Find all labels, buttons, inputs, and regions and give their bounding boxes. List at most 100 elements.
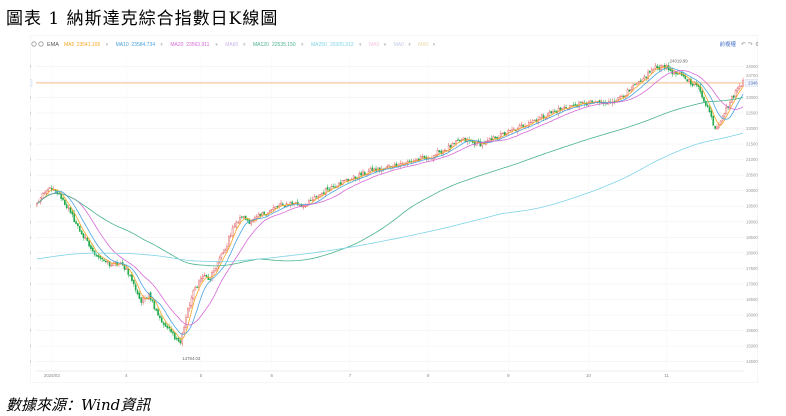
candle[interactable] bbox=[103, 259, 105, 262]
candle[interactable] bbox=[233, 223, 236, 228]
candle[interactable] bbox=[160, 315, 163, 323]
candle[interactable] bbox=[533, 119, 536, 122]
candle[interactable] bbox=[162, 321, 165, 328]
candle[interactable] bbox=[708, 104, 711, 114]
candle[interactable] bbox=[323, 189, 325, 195]
candle[interactable] bbox=[244, 215, 247, 221]
legend-item[interactable]: MA120 22535.150 ▾ bbox=[253, 42, 304, 48]
candle[interactable] bbox=[652, 68, 655, 72]
candle[interactable] bbox=[65, 201, 68, 210]
candle[interactable] bbox=[321, 192, 323, 198]
candle[interactable] bbox=[345, 178, 348, 182]
candle[interactable] bbox=[43, 191, 46, 196]
candle[interactable] bbox=[49, 187, 51, 189]
candle[interactable] bbox=[159, 313, 161, 321]
candle[interactable] bbox=[278, 203, 280, 209]
legend-item[interactable]: MA60 ▾ bbox=[225, 42, 246, 48]
candle[interactable] bbox=[229, 232, 232, 239]
candle[interactable] bbox=[732, 94, 735, 100]
candle[interactable] bbox=[75, 219, 77, 225]
candle[interactable] bbox=[438, 150, 441, 154]
candle[interactable] bbox=[127, 267, 130, 278]
candle[interactable] bbox=[194, 285, 197, 291]
candle[interactable] bbox=[457, 137, 459, 142]
adjust-mode-label[interactable]: 前複權 bbox=[719, 40, 736, 48]
candle[interactable] bbox=[552, 108, 554, 114]
candle[interactable] bbox=[311, 196, 314, 202]
candle[interactable] bbox=[511, 126, 513, 134]
candle[interactable] bbox=[90, 243, 92, 252]
candle[interactable] bbox=[529, 119, 532, 124]
candle[interactable] bbox=[187, 307, 189, 318]
candle[interactable] bbox=[453, 142, 456, 145]
legend-item[interactable]: MA0 ▾ bbox=[418, 42, 436, 48]
candle[interactable] bbox=[541, 113, 543, 121]
candle[interactable] bbox=[380, 165, 383, 175]
candle[interactable] bbox=[503, 131, 506, 136]
candle[interactable] bbox=[213, 267, 215, 276]
candle[interactable] bbox=[140, 296, 143, 306]
candle[interactable] bbox=[242, 215, 245, 219]
candle[interactable] bbox=[175, 336, 178, 341]
candle[interactable] bbox=[82, 232, 85, 241]
candle[interactable] bbox=[188, 301, 191, 312]
candle[interactable] bbox=[241, 216, 243, 219]
candle[interactable] bbox=[444, 148, 446, 154]
candle[interactable] bbox=[360, 170, 362, 179]
candle[interactable] bbox=[231, 224, 234, 239]
settings-icon[interactable]: ⚙ bbox=[755, 41, 758, 48]
candle[interactable] bbox=[416, 158, 418, 161]
candle[interactable] bbox=[574, 101, 577, 106]
candle[interactable] bbox=[235, 220, 238, 229]
candle[interactable] bbox=[101, 257, 103, 263]
candle[interactable] bbox=[628, 88, 631, 93]
candle[interactable] bbox=[146, 296, 148, 299]
candle[interactable] bbox=[645, 76, 648, 82]
candle[interactable] bbox=[257, 212, 260, 217]
candle[interactable] bbox=[110, 263, 113, 267]
zoom-out-icon[interactable] bbox=[38, 41, 44, 47]
candle[interactable] bbox=[201, 273, 204, 283]
candle[interactable] bbox=[691, 83, 694, 88]
candle[interactable] bbox=[64, 198, 66, 206]
candle[interactable] bbox=[203, 272, 206, 277]
candle[interactable] bbox=[78, 225, 81, 232]
candle[interactable] bbox=[520, 121, 523, 129]
candle[interactable] bbox=[559, 106, 562, 113]
candle[interactable] bbox=[185, 314, 187, 330]
candle[interactable] bbox=[155, 308, 157, 312]
candle[interactable] bbox=[736, 86, 739, 94]
candle[interactable] bbox=[507, 128, 510, 136]
candle[interactable] bbox=[686, 78, 688, 82]
candle[interactable] bbox=[334, 183, 336, 189]
candle[interactable] bbox=[572, 102, 575, 106]
candle[interactable] bbox=[324, 187, 327, 197]
candle[interactable] bbox=[95, 253, 98, 257]
candle[interactable] bbox=[421, 153, 424, 159]
candle[interactable] bbox=[440, 149, 443, 157]
candle[interactable] bbox=[332, 183, 334, 189]
candle[interactable] bbox=[371, 164, 374, 172]
candle[interactable] bbox=[136, 288, 139, 296]
candle[interactable] bbox=[740, 85, 743, 88]
candle[interactable] bbox=[246, 218, 249, 223]
candle[interactable] bbox=[67, 204, 70, 212]
candle[interactable] bbox=[513, 127, 515, 130]
candle[interactable] bbox=[105, 260, 107, 264]
candle[interactable] bbox=[580, 101, 582, 106]
candle[interactable] bbox=[630, 85, 633, 92]
candle[interactable] bbox=[218, 255, 221, 264]
candle[interactable] bbox=[706, 103, 709, 109]
candle[interactable] bbox=[222, 249, 225, 255]
legend-item[interactable]: MA20 23563.911 ▾ bbox=[170, 42, 218, 48]
candle[interactable] bbox=[132, 279, 135, 287]
candle[interactable] bbox=[343, 179, 346, 182]
candle[interactable] bbox=[621, 94, 623, 98]
candle[interactable] bbox=[228, 235, 230, 250]
candle[interactable] bbox=[209, 278, 212, 283]
candle[interactable] bbox=[401, 161, 403, 165]
candle[interactable] bbox=[358, 171, 361, 182]
candle[interactable] bbox=[690, 76, 692, 88]
candle[interactable] bbox=[177, 337, 180, 343]
candle[interactable] bbox=[69, 206, 72, 214]
